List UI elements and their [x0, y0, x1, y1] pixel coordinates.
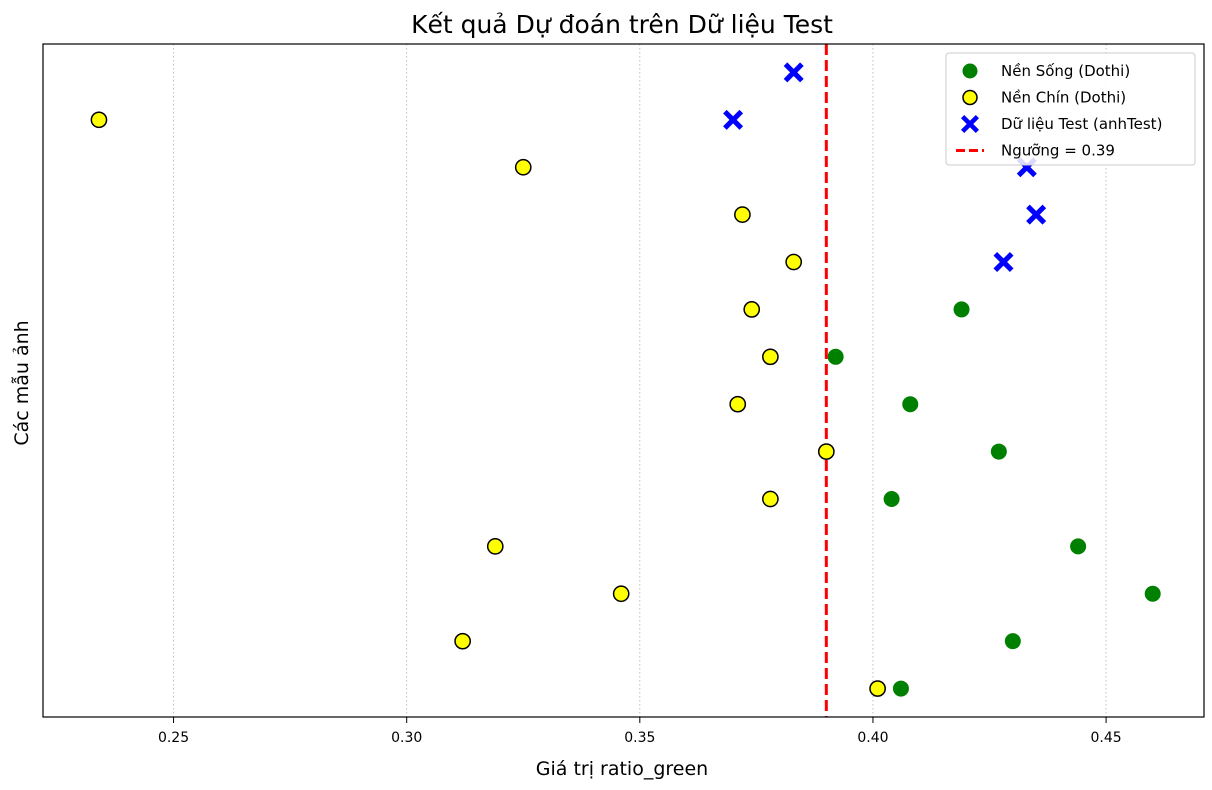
x-grid [173, 44, 1107, 717]
x-axis-label: Giá trị ratio_green [536, 758, 708, 780]
test-data-point [723, 109, 744, 130]
unripe-data-point [1004, 633, 1021, 650]
unripe-data-point [1070, 538, 1087, 555]
test-data-point [1026, 204, 1047, 225]
y-axis-label: Các mẫu ảnh [10, 320, 33, 445]
unripe-data-point [953, 301, 970, 318]
ripe-data-point [817, 443, 835, 460]
legend-marker-ripe [962, 89, 978, 106]
ripe-data-point [785, 253, 803, 271]
ripe-data-point [869, 680, 886, 697]
x-tick-label: 0.45 [1090, 730, 1121, 746]
ripe-data-point [729, 395, 747, 413]
legend-box [945, 52, 1196, 166]
ripe-data-point [762, 348, 779, 366]
ripe-data-point [90, 111, 108, 129]
legend-label: Nền Chín (Dothi) [1001, 89, 1126, 107]
ripe-data-point [612, 585, 630, 603]
ripe-data-point [762, 490, 779, 508]
ripe-data-point [486, 538, 504, 555]
x-tick-label: 0.25 [158, 730, 189, 746]
x-tick-label: 0.35 [624, 730, 655, 746]
ripe-data-point [743, 301, 761, 318]
unripe-data-point [827, 348, 844, 365]
legend-label: Ngưỡng = 0.39 [1001, 142, 1115, 160]
x-axis: 0.25 0.30 0.35 0.40 0.45 [158, 717, 1122, 746]
chart-title: Kết quả Dự đoán trên Dữ liệu Test [411, 10, 833, 39]
ripe-data-point [454, 632, 471, 650]
plot-frame [42, 43, 1205, 718]
ripe-data-point [514, 158, 532, 176]
test-data-point [993, 252, 1014, 273]
legend-label: Nền Sống (Dothi) [1001, 62, 1130, 80]
unripe-data-point [902, 396, 919, 413]
legend: Nền Sống (Dothi) Nền Chín (Dothi) Dữ liệu … [945, 52, 1196, 166]
unripe-data-point [892, 680, 909, 697]
unripe-data-point [883, 490, 900, 507]
points-layer [90, 62, 1161, 697]
x-tick-label: 0.40 [857, 730, 888, 746]
x-tick-label: 0.30 [391, 730, 422, 746]
legend-marker-unripe [962, 63, 978, 79]
ripe-data-point [734, 206, 751, 223]
test-data-point [783, 62, 804, 83]
legend-marker-test [961, 115, 979, 133]
legend-label: Dữ liệu Test (anhTest) [1001, 115, 1162, 133]
unripe-data-point [990, 443, 1007, 460]
unripe-data-point [1144, 585, 1161, 602]
